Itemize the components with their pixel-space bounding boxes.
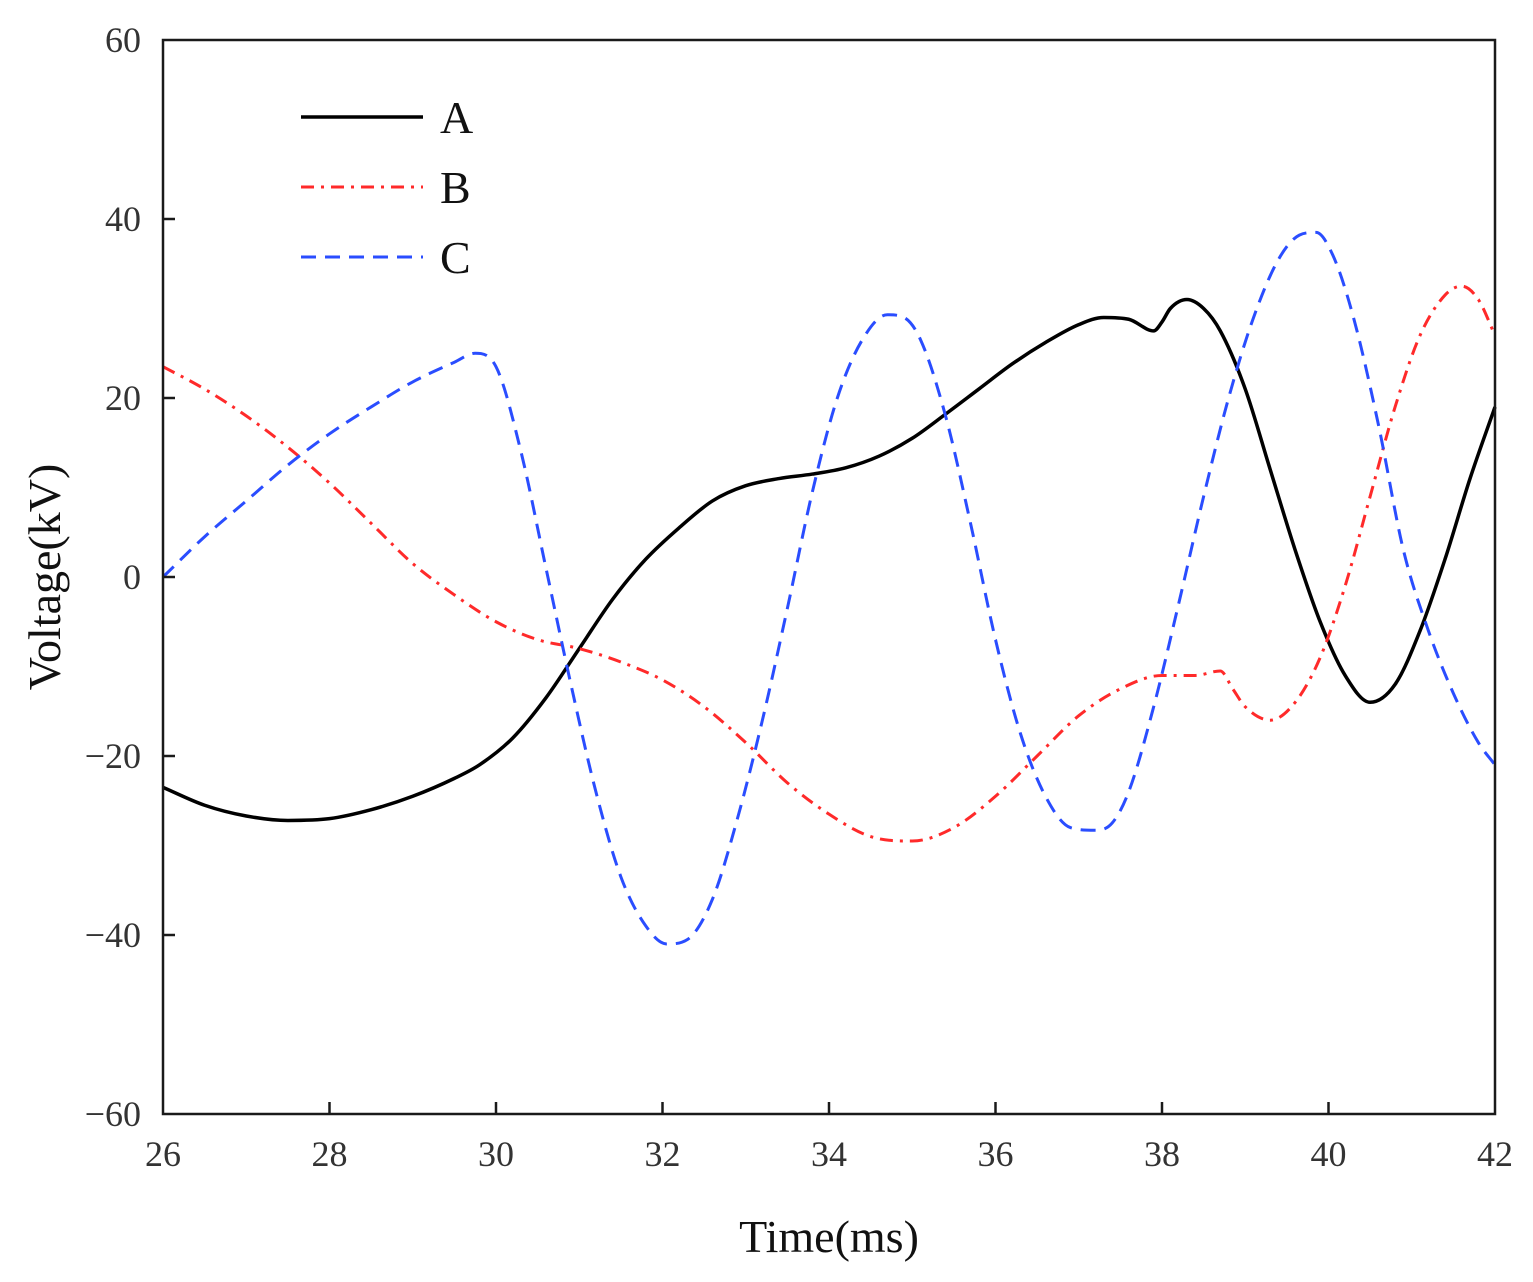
x-tick-label: 26 (145, 1134, 181, 1174)
y-tick-label: 0 (123, 557, 141, 597)
y-tick-label: −60 (85, 1094, 141, 1134)
y-tick-label: 60 (105, 20, 141, 60)
legend-label-c: C (440, 232, 471, 283)
y-tick-label: −20 (85, 736, 141, 776)
x-tick-label: 38 (1144, 1134, 1180, 1174)
y-tick-label: 20 (105, 378, 141, 418)
x-tick-label: 36 (978, 1134, 1014, 1174)
legend: ABC (301, 92, 473, 283)
y-axis-title: Voltage(kV) (19, 464, 70, 691)
x-tick-label: 34 (811, 1134, 847, 1174)
legend-label-b: B (440, 162, 471, 213)
series-layer (161, 230, 1497, 946)
x-tick-label: 30 (478, 1134, 514, 1174)
y-tick-label: 40 (105, 199, 141, 239)
series-line-b (162, 284, 1497, 843)
y-tick-label: −40 (85, 915, 141, 955)
x-tick-label: 40 (1311, 1134, 1347, 1174)
ticks-layer: 26 28 30 32 34 36 38 40 42 −60 −40 −20 0 20 40 60 (85, 20, 1513, 1174)
x-tick-label: 42 (1477, 1134, 1513, 1174)
x-axis-title: Time(ms) (739, 1211, 919, 1262)
series-line-a (162, 297, 1497, 823)
series-line-c (161, 230, 1497, 946)
legend-label-a: A (440, 92, 473, 143)
x-tick-label: 28 (312, 1134, 348, 1174)
x-tick-label: 32 (645, 1134, 681, 1174)
